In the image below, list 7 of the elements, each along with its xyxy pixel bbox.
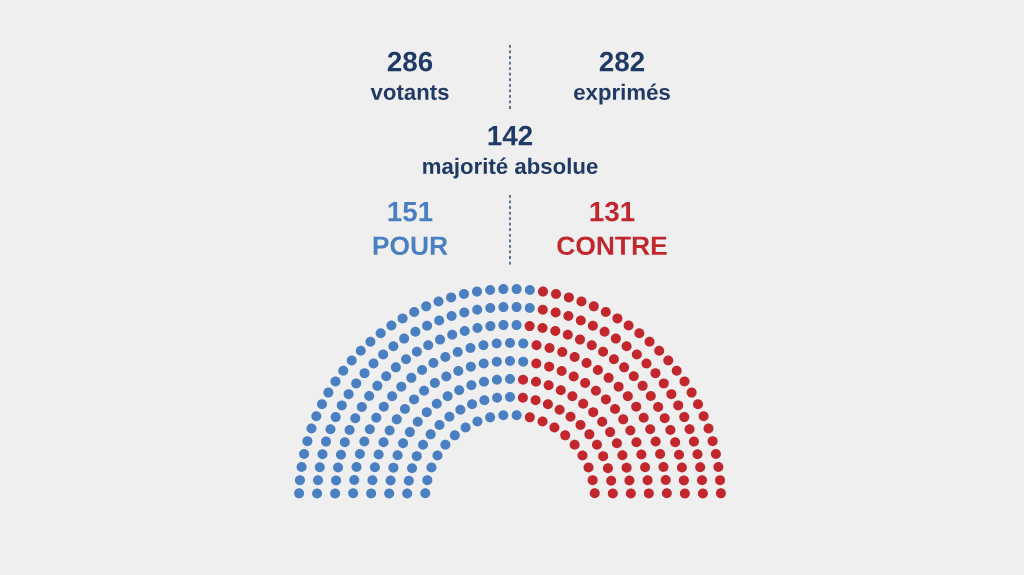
text: 286 votants [370, 51, 449, 100]
data-label: 151 [388, 202, 433, 222]
data-label: 131 [590, 201, 635, 222]
category-label: POUR [373, 236, 448, 256]
text: 282 exprimés [574, 51, 670, 105]
category-label: CONTRE [557, 236, 667, 256]
text: 142 majorité absolue [423, 125, 598, 179]
